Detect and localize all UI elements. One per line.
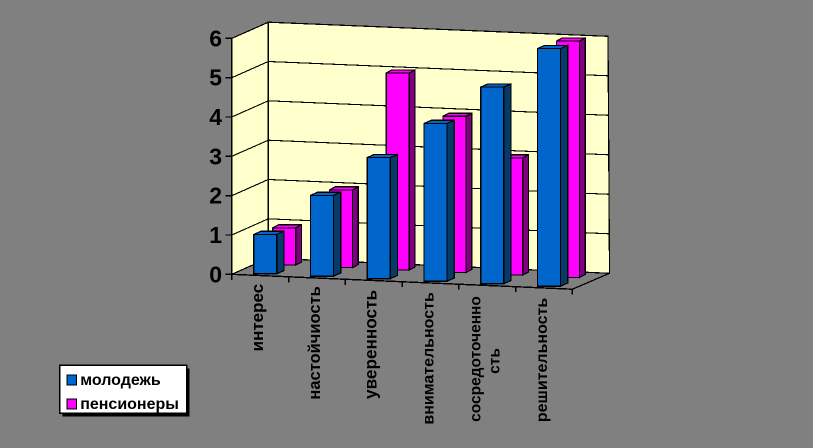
svg-text:сосредоточенно: сосредоточенно <box>467 296 484 422</box>
svg-text:интерес: интерес <box>248 284 267 352</box>
svg-text:2: 2 <box>209 183 222 209</box>
svg-text:3: 3 <box>209 143 222 169</box>
svg-text:0: 0 <box>209 261 222 287</box>
svg-text:1: 1 <box>209 222 222 248</box>
svg-text:молодежь: молодежь <box>80 372 161 389</box>
svg-text:решительность: решительность <box>534 298 551 423</box>
svg-text:5: 5 <box>209 65 222 91</box>
svg-text:4: 4 <box>209 104 222 130</box>
svg-text:настойчиость: настойчиость <box>306 286 324 399</box>
svg-text:сть: сть <box>487 348 504 374</box>
svg-text:6: 6 <box>209 25 222 51</box>
svg-text:внимательность: внимательность <box>420 292 437 425</box>
svg-text:уверенность: уверенность <box>361 290 381 399</box>
svg-text:пенсионеры: пенсионеры <box>80 396 179 413</box>
